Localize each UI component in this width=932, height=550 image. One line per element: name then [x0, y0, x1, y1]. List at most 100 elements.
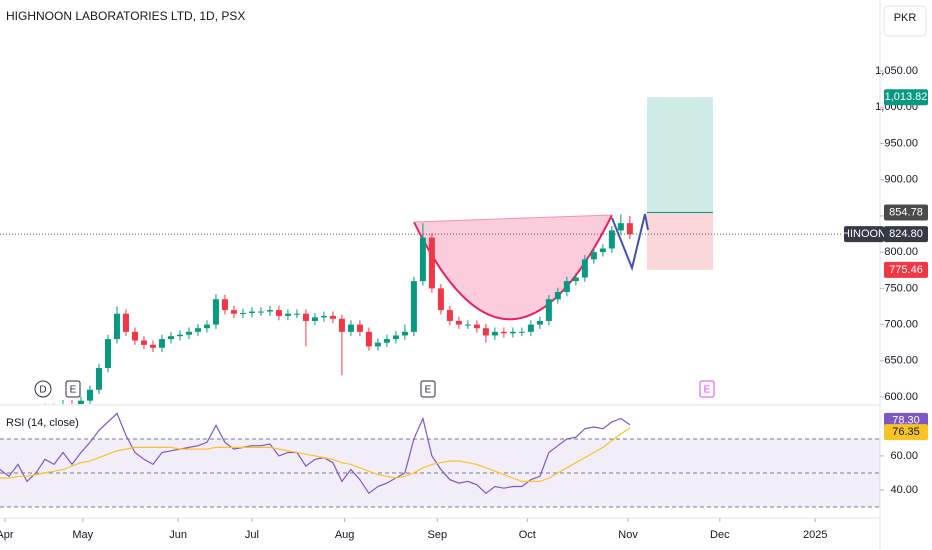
candle-body	[509, 331, 516, 334]
y-tick-label: 900.00	[884, 174, 918, 186]
price-badge-label: 854.78	[889, 206, 923, 218]
price-badge	[884, 261, 928, 278]
candle-body	[140, 340, 147, 345]
currency-box[interactable]	[883, 5, 927, 37]
candle-body	[437, 288, 444, 311]
price-badge-label: 1,013.82	[885, 91, 928, 103]
candle-body	[365, 331, 372, 347]
x-tick-label: Dec	[710, 529, 730, 541]
y-tick-label: 1,050.00	[875, 65, 918, 77]
price-badge-label: 775.46	[889, 264, 923, 276]
candle-body	[446, 310, 453, 321]
candle-body	[473, 324, 480, 329]
candle-body	[545, 299, 552, 321]
y-tick-label: 800.00	[884, 246, 918, 258]
candle-body	[572, 277, 579, 282]
event-label: D	[39, 385, 46, 396]
symbol-badge	[844, 226, 884, 243]
candle-body	[482, 328, 489, 336]
x-tick-label: Apr	[0, 529, 14, 541]
y-tick-label: 650.00	[884, 355, 918, 367]
projection	[611, 213, 649, 272]
x-tick-label: Nov	[618, 529, 638, 541]
candle-body	[104, 339, 111, 369]
y-tick-label: 950.00	[884, 137, 918, 149]
candle-body	[617, 223, 624, 231]
price-pane	[0, 97, 713, 416]
candle-body	[626, 223, 633, 235]
candle-body	[581, 259, 588, 278]
candle-body	[149, 344, 156, 348]
candle-body	[329, 315, 336, 319]
rsi-badge-label: 78.30	[892, 415, 920, 427]
candle-body	[230, 310, 237, 314]
candle-body	[491, 331, 498, 336]
candle-body	[293, 313, 300, 315]
rsi-tick-label: 60.00	[890, 450, 918, 462]
candle-body	[311, 317, 318, 321]
event-marker	[699, 380, 715, 398]
rsi-ma-line	[0, 427, 631, 482]
candle-body	[212, 299, 219, 325]
symbol-label: HINOON	[842, 228, 886, 240]
candle-body	[248, 311, 255, 313]
candle-body	[455, 320, 462, 325]
candle-body	[0, 412, 3, 416]
cup-rim	[413, 214, 613, 223]
x-tick-label: Jun	[169, 529, 187, 541]
candle-body	[194, 328, 201, 332]
candle-body	[554, 291, 561, 300]
candle-body	[185, 331, 192, 335]
candle-body	[527, 324, 534, 332]
candle-body	[131, 331, 138, 341]
event-label: E	[70, 385, 77, 396]
candle-body	[176, 334, 183, 337]
candle-body	[608, 230, 615, 249]
event-label: E	[704, 385, 711, 396]
candle-body	[419, 237, 426, 282]
candle-body	[401, 331, 408, 336]
event-marker	[420, 380, 436, 398]
candle-body	[275, 310, 282, 316]
candle-body	[536, 320, 543, 325]
candle-body	[239, 312, 246, 314]
rsi-badge	[884, 424, 928, 441]
candle-body	[347, 324, 354, 332]
x-tick-label: Jul	[245, 529, 259, 541]
candle-body	[374, 342, 381, 347]
candle-body	[464, 324, 471, 326]
y-tick-label: 700.00	[884, 318, 918, 330]
x-tick-label: Oct	[519, 529, 536, 541]
candle-body	[203, 324, 210, 329]
candle-body	[284, 313, 291, 316]
x-tick-label: 2025	[803, 529, 827, 541]
rsi-tick-label: 40.00	[890, 484, 918, 496]
candle-body	[158, 339, 165, 348]
price-badge	[884, 89, 928, 106]
candle-body	[599, 248, 606, 253]
candle-body	[383, 339, 390, 343]
last-price-badge	[884, 226, 928, 243]
target-zone	[647, 97, 713, 213]
rsi-badge-label: 76.35	[892, 426, 920, 438]
event-marker	[65, 380, 81, 398]
candle-body	[392, 335, 399, 340]
x-tick-label: Sep	[428, 529, 448, 541]
candle-body	[86, 389, 93, 401]
candle-body	[410, 281, 417, 332]
event-marker	[34, 380, 52, 398]
chart-title: HIGHNOON LABORATORIES LTD, 1D, PSX	[6, 9, 245, 23]
candle-body	[257, 311, 264, 313]
event-label: E	[425, 385, 432, 396]
x-tick-label: Aug	[335, 529, 355, 541]
candle-body	[428, 237, 435, 289]
candle-body	[563, 281, 570, 292]
y-tick-label: 600.00	[884, 391, 918, 403]
rsi-line	[0, 412, 631, 495]
price-badge	[884, 204, 928, 221]
last-price-label: 824.80	[889, 228, 923, 240]
candle-body	[338, 318, 345, 332]
candle-body	[77, 400, 84, 404]
y-tick-label: 750.00	[884, 282, 918, 294]
